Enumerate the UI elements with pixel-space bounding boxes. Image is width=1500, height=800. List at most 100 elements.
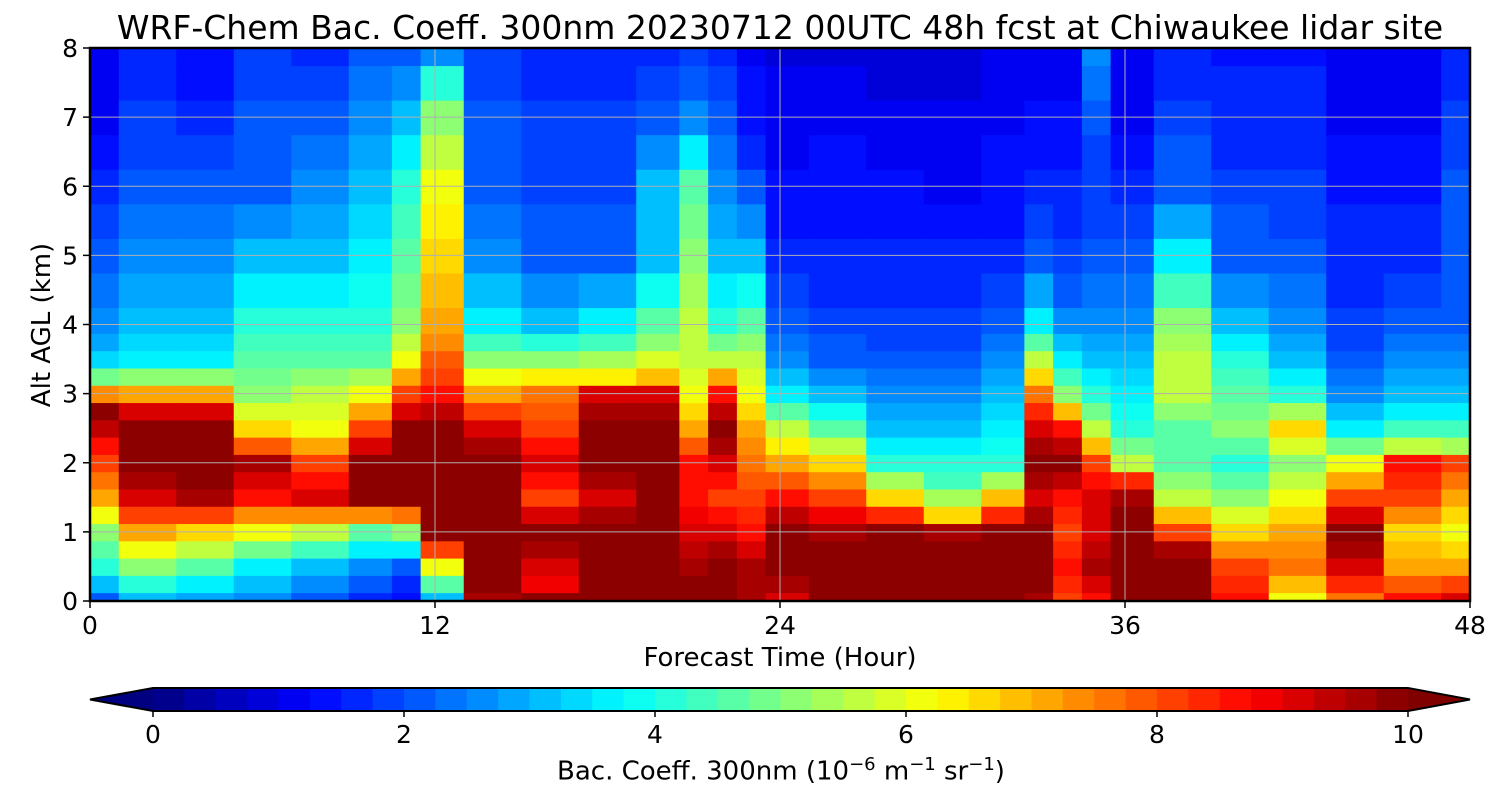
heatmap-cell [1153,592,1213,601]
heatmap-cell [765,471,810,490]
heatmap-cell [765,436,810,455]
heatmap-cell [348,557,393,576]
heatmap-cell [420,419,465,438]
heatmap-cell [291,134,350,170]
heatmap-cell [708,134,738,170]
heatmap-cell [1211,367,1270,386]
heatmap-cell [1081,367,1112,386]
heatmap-cell [391,436,422,455]
heatmap-cell [736,540,767,559]
heatmap-cell [1268,488,1328,507]
colorbar-tick-label: 6 [898,720,914,749]
heatmap-cell [1153,350,1213,369]
heatmap-cell [1326,488,1385,507]
heatmap-cell [521,48,580,67]
heatmap-cell [1053,592,1083,601]
heatmap-cell [233,48,293,67]
heatmap-cell [233,65,293,101]
heatmap-cell [1081,48,1112,67]
colorbar-segment [1251,688,1284,711]
y-tick-label: 8 [62,34,78,63]
heatmap-cell [1326,540,1385,559]
heatmap-cell [923,350,983,369]
heatmap-cell [391,557,422,576]
heatmap-cell [808,419,868,438]
heatmap-cell [1268,575,1328,594]
heatmap-cell [1211,65,1270,101]
heatmap-cell [391,203,422,239]
heatmap-cell [1024,134,1054,170]
heatmap-cell [521,203,580,239]
heatmap-cell [118,436,178,455]
colorbar-segment [1031,688,1064,711]
heatmap-cell [1383,65,1443,101]
heatmap-cell [1326,505,1385,525]
heatmap-cell [1268,272,1328,309]
heatmap-cell [679,419,709,438]
heatmap-cell [866,488,925,507]
heatmap-cell [1211,333,1270,352]
colorbar-segment [404,688,436,711]
heatmap-cell [1268,65,1328,101]
heatmap-cell [808,471,868,490]
heatmap-cell [1153,333,1213,352]
heatmap-cell [1153,436,1213,455]
heatmap-cell [1081,350,1112,369]
y-tick-label: 2 [62,449,78,478]
heatmap-cell [521,505,580,525]
heatmap-cell [463,557,523,576]
heatmap-cell [636,557,681,576]
heatmap-cell [1326,333,1385,352]
heatmap-cell [391,350,422,369]
heatmap-cell [765,402,810,421]
heatmap-cell [1441,436,1470,455]
heatmap-cell [679,471,709,490]
heatmap-cell [1024,575,1054,594]
heatmap-cell [521,557,580,576]
heatmap-cell [420,350,465,369]
heatmap-cell [708,203,738,239]
heatmap-cell [1024,367,1054,386]
heatmap-cell [981,307,1026,334]
colorbar-segment [655,688,687,711]
heatmap-cell [736,557,767,576]
heatmap-cell [420,557,465,576]
heatmap-cell [348,307,393,334]
heatmap-cell [866,134,925,170]
heatmap-cell [420,48,465,67]
heatmap-cell [708,333,738,352]
colorbar-segment [749,688,782,711]
heatmap-cell [291,436,350,455]
heatmap-cell [636,333,681,352]
heatmap-cell [736,505,767,525]
heatmap-cell [1383,203,1443,239]
heatmap-cell [708,575,738,594]
heatmap-cell [233,557,293,576]
heatmap-cell [679,540,709,559]
heatmap-cell [521,65,580,101]
heatmap-cell [923,575,983,594]
heatmap-cell [176,307,235,334]
heatmap-cell [679,367,709,386]
heatmap-cell [348,333,393,352]
colorbar-segment [278,688,311,711]
heatmap-cell [1024,557,1054,576]
heatmap-cell [981,333,1026,352]
heatmap-cell [923,419,983,438]
heatmap-cell [736,367,767,386]
heatmap-cell [90,505,120,525]
heatmap-cell [578,65,638,101]
heatmap-cell [1024,307,1054,334]
colorbar-label: Bac. Coeff. 300nm (10−6 m−1 sr−1) [557,754,1005,787]
heatmap-cell [90,272,120,309]
heatmap-cell [90,592,120,601]
colorbar-segment [1000,688,1033,711]
heatmap-cell [866,272,925,309]
heatmap-cell [90,471,120,490]
heatmap-cell [923,272,983,309]
heatmap-cell [1024,505,1054,525]
heatmap-cell [708,48,738,67]
colorbar-segment [1219,688,1252,711]
heatmap-cell [636,367,681,386]
heatmap-cell [923,203,983,239]
